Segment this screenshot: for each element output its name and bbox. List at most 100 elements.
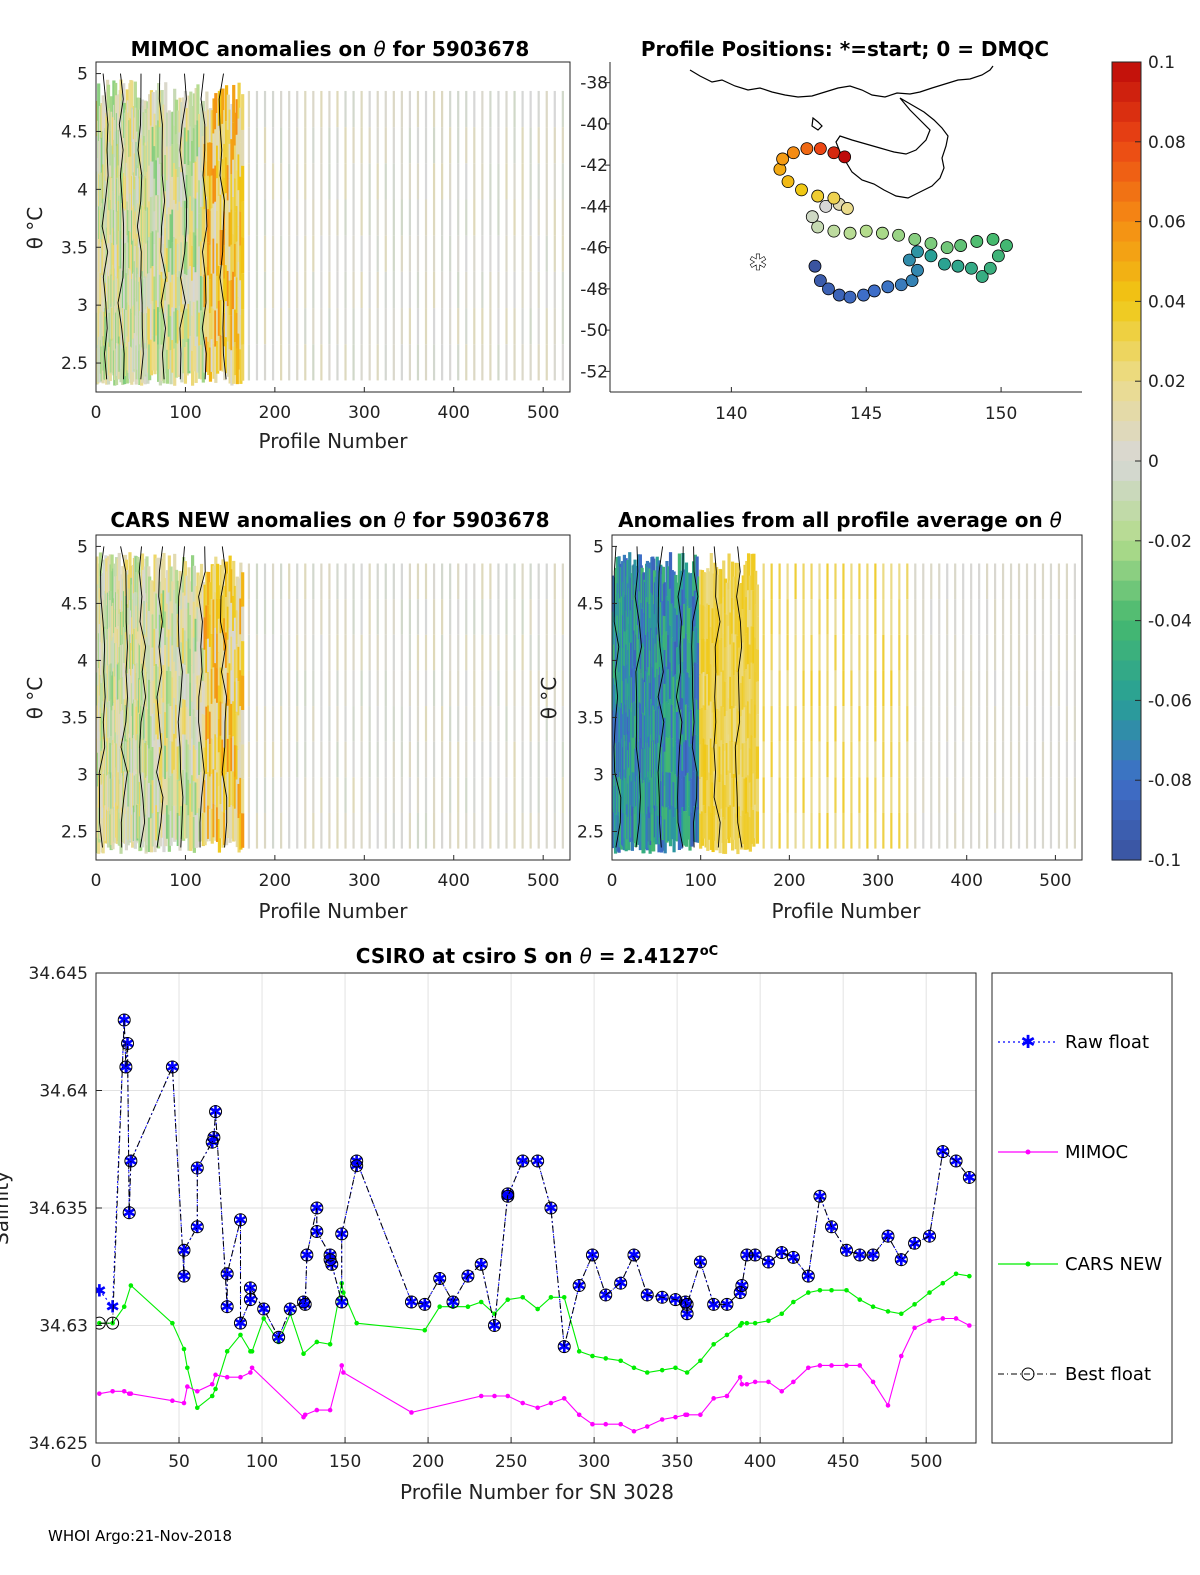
profile-cell (545, 634, 548, 671)
profile-cell (755, 584, 760, 617)
profile-cell (148, 94, 152, 130)
profile-cell (162, 739, 166, 778)
profile-cell (149, 716, 154, 751)
profile-cell (739, 649, 744, 683)
colorbar-band (1112, 301, 1141, 322)
profile-cell (296, 634, 299, 671)
profile-cell (441, 163, 444, 200)
colorbar-band (1112, 62, 1141, 83)
profile-cell (180, 740, 184, 774)
best-float-point (908, 1236, 922, 1250)
profile-cell (715, 814, 719, 851)
profile-cell (553, 199, 556, 236)
profile-cell (165, 282, 170, 316)
profile-cell (232, 771, 236, 807)
profile-cell (224, 738, 229, 775)
profile-cell (148, 272, 152, 309)
profile-cell (497, 741, 500, 778)
best-float-point (207, 1131, 221, 1144)
profile-cell (210, 703, 214, 739)
profile-cell (392, 127, 395, 164)
profile-position-marker (1000, 239, 1013, 252)
profile-cell (148, 129, 152, 166)
profile-cell (352, 344, 355, 381)
profile-cell (424, 670, 428, 707)
profile-cell (898, 563, 901, 600)
profile-cell (677, 701, 681, 739)
profile-cell (312, 90, 315, 128)
panel-e-xlabel: Profile Number for SN 3028 (400, 1480, 674, 1504)
profile-cell (320, 344, 323, 381)
profile-cell (906, 599, 909, 635)
mimoc-point (631, 1428, 637, 1434)
profile-cell (513, 706, 516, 742)
profile-cell (190, 591, 195, 629)
panel-d-stripes (612, 546, 1077, 855)
profile-cell (826, 777, 829, 813)
profile-cell (205, 301, 209, 337)
profile-cell (481, 670, 484, 707)
profile-cell (691, 631, 696, 667)
profile-position-marker (938, 257, 951, 271)
raw-float-point: ✱ (907, 1234, 921, 1254)
profile-cell (237, 578, 241, 613)
profile-cell (198, 641, 202, 676)
profile-cell (702, 805, 706, 839)
profile-cell (219, 599, 223, 634)
profile-cell (745, 633, 749, 670)
profile-cell (198, 114, 202, 148)
profile-cell (432, 670, 436, 707)
coastline (689, 65, 994, 199)
profile-cell (212, 343, 216, 379)
profile-cell (810, 777, 813, 813)
profile-cell (271, 599, 275, 635)
raw-float-point: ✱ (824, 1218, 838, 1238)
colorbar-band (1112, 580, 1141, 602)
profile-cell (874, 741, 877, 778)
contour-line (734, 546, 743, 848)
profile-cell (312, 344, 315, 381)
profile-cell (834, 634, 837, 671)
profile-cell (668, 699, 673, 736)
profile-position-marker (911, 263, 924, 277)
profile-cell (183, 595, 188, 631)
profile-cell (360, 563, 363, 600)
profile-cell (360, 90, 363, 128)
profile-cell (239, 211, 243, 246)
profile-cell (850, 563, 853, 600)
profile-cell (360, 634, 363, 671)
profile-cell (424, 706, 428, 742)
profile-cell (199, 103, 204, 138)
profile-cell (497, 199, 500, 236)
cars-point (465, 1304, 471, 1309)
profile-cell (157, 703, 161, 740)
profile-cell (970, 563, 973, 600)
cars-point (631, 1365, 637, 1371)
profile-cell (424, 777, 428, 813)
profile-cell (368, 706, 371, 742)
profile-cell (183, 734, 188, 770)
profile-cell (196, 120, 200, 157)
profile-cell (336, 741, 339, 778)
profile-cell (304, 812, 307, 849)
cars-point (752, 1320, 758, 1326)
profile-cell (709, 664, 713, 702)
profile-cell (1009, 634, 1013, 671)
profile-cell (207, 308, 211, 342)
profile-cell (898, 706, 901, 742)
profile-cell (392, 163, 395, 200)
profile-cell (239, 634, 243, 671)
raw-float-point: ✱ (233, 1314, 247, 1334)
profile-cell (677, 627, 681, 665)
y-tick-label: 3 (77, 296, 88, 316)
profile-cell (794, 670, 797, 707)
profile-cell (416, 127, 420, 164)
profile-cell (288, 634, 291, 671)
profile-cell (489, 344, 492, 381)
profile-cell (198, 775, 202, 809)
raw-float-point: ✱ (350, 1152, 364, 1172)
profile-cell (104, 92, 108, 129)
profile-cell (706, 709, 710, 745)
profile-cell (212, 599, 216, 634)
profile-cell (457, 706, 460, 742)
